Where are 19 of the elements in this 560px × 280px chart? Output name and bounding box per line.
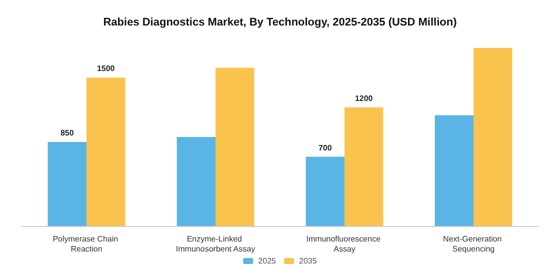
bar	[474, 48, 512, 226]
bar	[434, 115, 474, 226]
x-tick-label: Immunofluorescence Assay	[306, 234, 383, 254]
legend-label: 2025	[258, 256, 277, 266]
data-label: 1500	[96, 64, 116, 74]
bar	[48, 142, 86, 226]
bar	[306, 156, 344, 226]
bar	[176, 137, 216, 226]
x-tick-label: Polymerase Chain Reaction	[52, 234, 120, 254]
data-label: 700	[318, 143, 332, 152]
chart-title: Rabies Diagnostics Market, By Technology, 2025-2035 (USD Million)	[103, 16, 458, 28]
legend-label: 2035	[299, 256, 318, 266]
bar	[216, 68, 254, 226]
data-label: 1200	[354, 94, 374, 103]
bar	[86, 78, 126, 226]
x-tick-label: Next-Generation Sequencing	[443, 234, 504, 254]
x-tick-label: Enzyme-Linked Immunosorbent Assay	[176, 234, 256, 254]
bar	[344, 107, 384, 226]
data-label: 850	[60, 128, 74, 138]
